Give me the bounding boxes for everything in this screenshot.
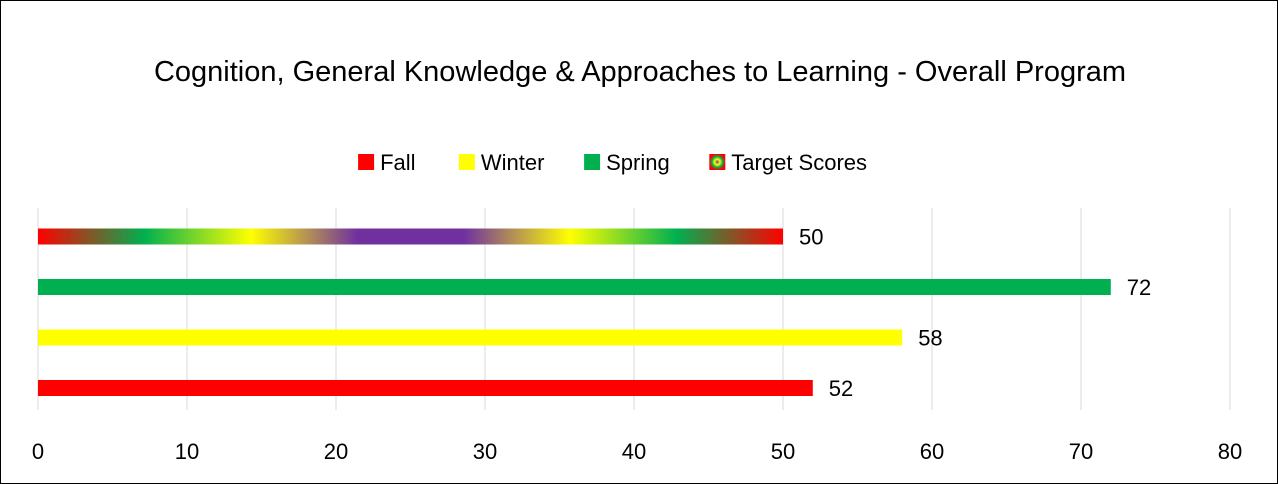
x-tick-label: 60 bbox=[920, 439, 944, 464]
x-tick-label: 0 bbox=[32, 439, 44, 464]
legend-swatch bbox=[584, 154, 601, 170]
bar bbox=[38, 380, 813, 396]
data-label: 50 bbox=[799, 224, 823, 249]
legend-swatch bbox=[358, 154, 375, 170]
x-tick-label: 40 bbox=[622, 439, 646, 464]
chart-title: Cognition, General Knowledge & Approache… bbox=[153, 56, 1127, 88]
x-tick-label: 50 bbox=[771, 439, 795, 464]
bar bbox=[38, 329, 903, 346]
legend-label: Fall bbox=[380, 150, 415, 175]
legend-swatch bbox=[458, 154, 475, 170]
x-tick-label: 10 bbox=[175, 439, 199, 464]
legend-label: Spring bbox=[606, 150, 670, 175]
x-tick-label: 80 bbox=[1218, 439, 1242, 464]
legend-swatch bbox=[709, 154, 726, 170]
bar bbox=[38, 279, 1111, 295]
bar bbox=[38, 228, 783, 245]
x-tick-label: 70 bbox=[1069, 439, 1093, 464]
data-label: 58 bbox=[918, 325, 942, 350]
x-tick-label: 20 bbox=[324, 439, 348, 464]
x-tick-label: 30 bbox=[473, 439, 497, 464]
data-label: 72 bbox=[1127, 275, 1151, 300]
legend-label: Winter bbox=[481, 150, 545, 175]
legend-label: Target Scores bbox=[731, 150, 867, 175]
data-label: 52 bbox=[829, 376, 853, 401]
